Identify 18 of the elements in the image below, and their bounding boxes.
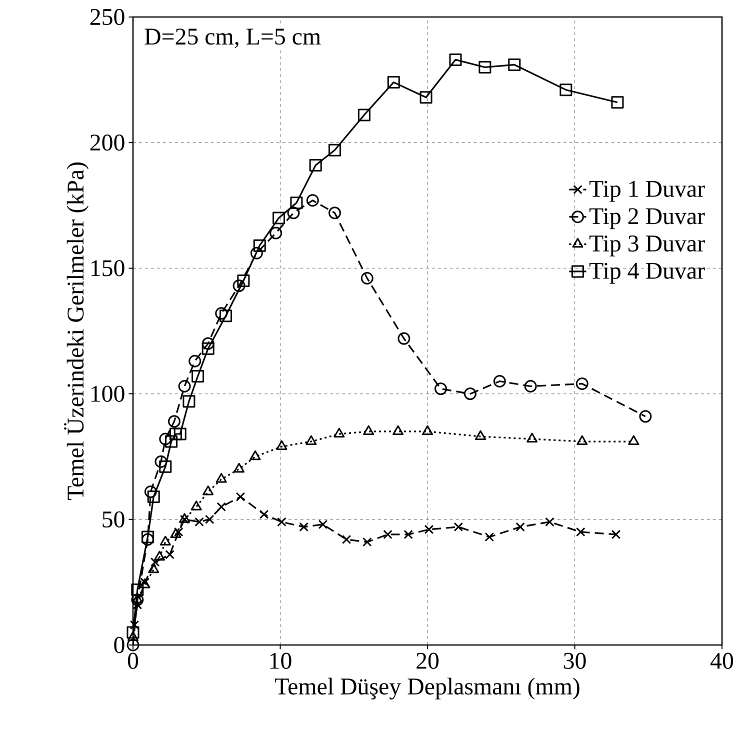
legend-label: Tip 3 Duvar	[589, 236, 705, 256]
x-tick-label: 0	[128, 652, 138, 669]
y-tick-label: 200	[90, 134, 124, 151]
annotation: D=25 cm, L=5 cm	[144, 28, 321, 48]
y-tick-label: 0	[114, 636, 124, 654]
y-axis-title: Temel Üzerindeki Gerilmeler (kPa)	[64, 162, 89, 500]
y-tick-label: 250	[90, 8, 124, 26]
x-tick-label: 10	[270, 652, 292, 669]
x-tick-label: 40	[710, 652, 734, 669]
x-tick-label: 20	[416, 652, 439, 669]
legend-label: Tip 4 Duvar	[589, 262, 705, 284]
legend-label: Tip 2 Duvar	[589, 208, 705, 230]
x-axis-title: Temel Düşey Deplasmanı (mm)	[275, 678, 580, 700]
x-tick-label: 30	[564, 652, 586, 669]
legend-label: Tip 1 Duvar	[589, 180, 705, 202]
y-tick-label: 50	[102, 511, 124, 528]
y-tick-label: 150	[91, 260, 124, 276]
y-tick-label: 100	[91, 386, 124, 402]
